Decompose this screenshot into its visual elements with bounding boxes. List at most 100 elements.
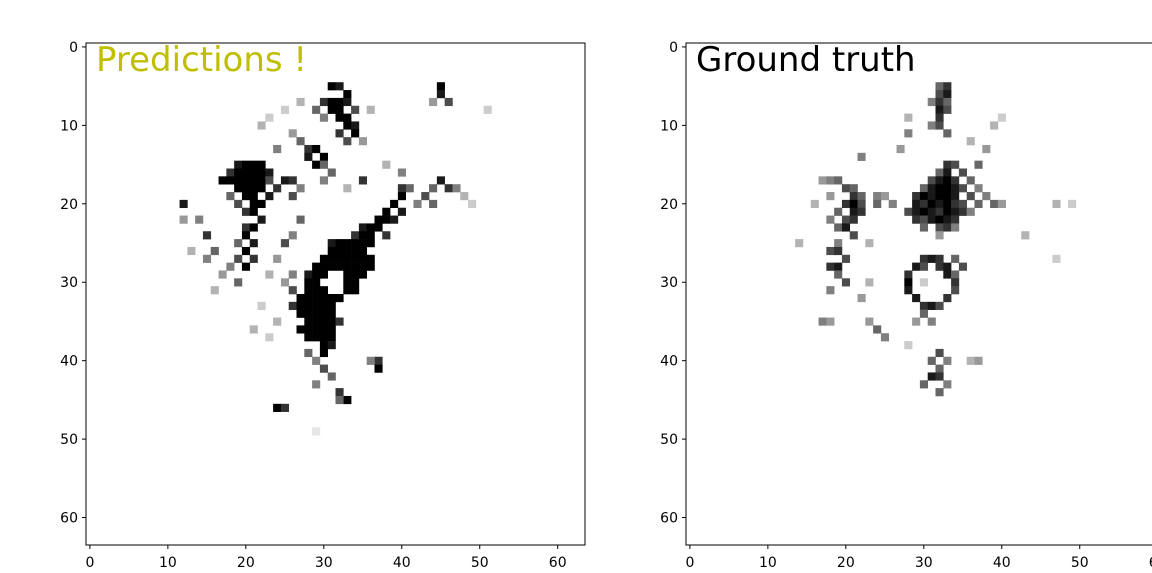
heatmap-cell bbox=[241, 246, 251, 256]
heatmap-cell bbox=[818, 317, 827, 326]
heatmap-cell bbox=[841, 278, 851, 287]
heatmap-cell bbox=[218, 270, 227, 279]
heatmap-cell bbox=[919, 301, 929, 310]
heatmap-cell bbox=[841, 223, 851, 232]
heatmap-cell bbox=[943, 184, 952, 193]
heatmap-cell bbox=[974, 356, 983, 365]
heatmap-cell bbox=[319, 317, 329, 326]
heatmap-cell bbox=[943, 380, 952, 389]
heatmap-cell bbox=[873, 199, 882, 209]
heatmap-cell bbox=[335, 395, 344, 405]
heatmap-cell bbox=[366, 254, 375, 263]
heatmap-cell bbox=[904, 113, 913, 122]
heatmap-cell bbox=[397, 207, 406, 216]
heatmap-cell bbox=[943, 294, 952, 303]
heatmap-cell bbox=[857, 207, 866, 216]
heatmap-cell bbox=[857, 152, 866, 161]
heatmap-cell bbox=[319, 309, 329, 318]
heatmap-cell bbox=[241, 192, 251, 201]
heatmap-cell bbox=[935, 388, 944, 397]
heatmap-cell bbox=[319, 97, 329, 107]
heatmap-cell bbox=[935, 168, 944, 177]
heatmap-cell bbox=[927, 207, 936, 216]
heatmap-cell bbox=[935, 372, 944, 381]
heatmap-cell bbox=[997, 199, 1006, 209]
heatmap-cell bbox=[358, 137, 367, 146]
heatmap-cell bbox=[943, 356, 952, 365]
heatmap-cell bbox=[405, 184, 414, 193]
heatmap-cell bbox=[834, 270, 843, 279]
x-tick-label: 20 bbox=[837, 555, 855, 571]
heatmap-cell bbox=[319, 364, 329, 373]
x-tick-label: 40 bbox=[393, 555, 411, 571]
heatmap-cell bbox=[273, 403, 282, 412]
heatmap-cell bbox=[226, 176, 235, 185]
heatmap-cell bbox=[958, 168, 967, 177]
heatmap-cell bbox=[857, 199, 866, 209]
heatmap-cell bbox=[327, 239, 336, 248]
heatmap-cell bbox=[849, 192, 858, 201]
heatmap-cell bbox=[982, 192, 991, 201]
heatmap-cell bbox=[288, 270, 297, 279]
heatmap-cell bbox=[966, 192, 975, 201]
heatmap-cell bbox=[919, 184, 929, 193]
heatmap-cell bbox=[927, 192, 936, 201]
heatmap-cell bbox=[335, 82, 344, 91]
heatmap-cell bbox=[927, 121, 936, 130]
y-tick-label: 50 bbox=[60, 432, 78, 448]
heatmap-cell bbox=[351, 239, 360, 248]
heatmap-cell bbox=[834, 262, 843, 271]
heatmap-cell bbox=[429, 199, 438, 209]
heatmap-cell bbox=[343, 184, 352, 193]
heatmap-cell bbox=[304, 152, 313, 161]
heatmap-cell bbox=[249, 176, 258, 185]
heatmap-cell bbox=[912, 215, 921, 224]
y-tick-label: 0 bbox=[69, 40, 78, 56]
heatmap-cell bbox=[296, 294, 305, 303]
heatmap-cell bbox=[826, 286, 835, 295]
heatmap-cell bbox=[912, 262, 921, 271]
heatmap-cell bbox=[927, 184, 936, 193]
heatmap-cell bbox=[304, 144, 313, 154]
heatmap-cell bbox=[288, 192, 297, 201]
heatmap-cell bbox=[327, 254, 336, 263]
heatmap-cell bbox=[849, 199, 858, 209]
heatmap-cell bbox=[927, 199, 936, 209]
heatmap-cell bbox=[312, 144, 321, 154]
heatmap-cell bbox=[382, 207, 391, 216]
heatmap-cell bbox=[257, 301, 266, 310]
heatmap-cell bbox=[304, 301, 313, 310]
heatmap-cell bbox=[335, 262, 344, 271]
heatmap-cell bbox=[351, 105, 360, 114]
heatmap-cell bbox=[234, 278, 243, 287]
heatmap-cell bbox=[312, 380, 321, 389]
heatmap-cell bbox=[943, 176, 952, 185]
heatmap-cell bbox=[358, 254, 367, 263]
heatmap-cell bbox=[335, 129, 344, 138]
heatmap-cell bbox=[943, 192, 952, 201]
heatmap-cell bbox=[966, 207, 975, 216]
heatmap-cell bbox=[951, 215, 960, 224]
y-tick-label: 20 bbox=[660, 197, 678, 213]
heatmap-cell bbox=[312, 286, 321, 295]
x-tick-label: 0 bbox=[85, 555, 94, 571]
heatmap-cell bbox=[327, 82, 336, 91]
heatmap-cell bbox=[335, 97, 344, 107]
heatmap-cell bbox=[312, 278, 321, 287]
x-tick-label: 30 bbox=[915, 555, 933, 571]
heatmap-cell bbox=[327, 301, 336, 310]
heatmap-cell bbox=[927, 317, 936, 326]
heatmap-cell bbox=[951, 192, 960, 201]
heatmap-cell bbox=[327, 97, 336, 107]
heatmap-cell bbox=[826, 192, 835, 201]
heatmap-cell bbox=[241, 184, 251, 193]
heatmap-cell bbox=[943, 105, 952, 114]
heatmap-cell bbox=[919, 215, 929, 224]
heatmap-cell bbox=[343, 270, 352, 279]
heatmap-cell bbox=[319, 160, 329, 169]
heatmap-cell bbox=[935, 215, 944, 224]
heatmap-cell bbox=[429, 97, 438, 107]
heatmap-cell bbox=[312, 427, 321, 436]
heatmap-cell bbox=[927, 372, 936, 381]
heatmap-cell bbox=[265, 168, 274, 177]
